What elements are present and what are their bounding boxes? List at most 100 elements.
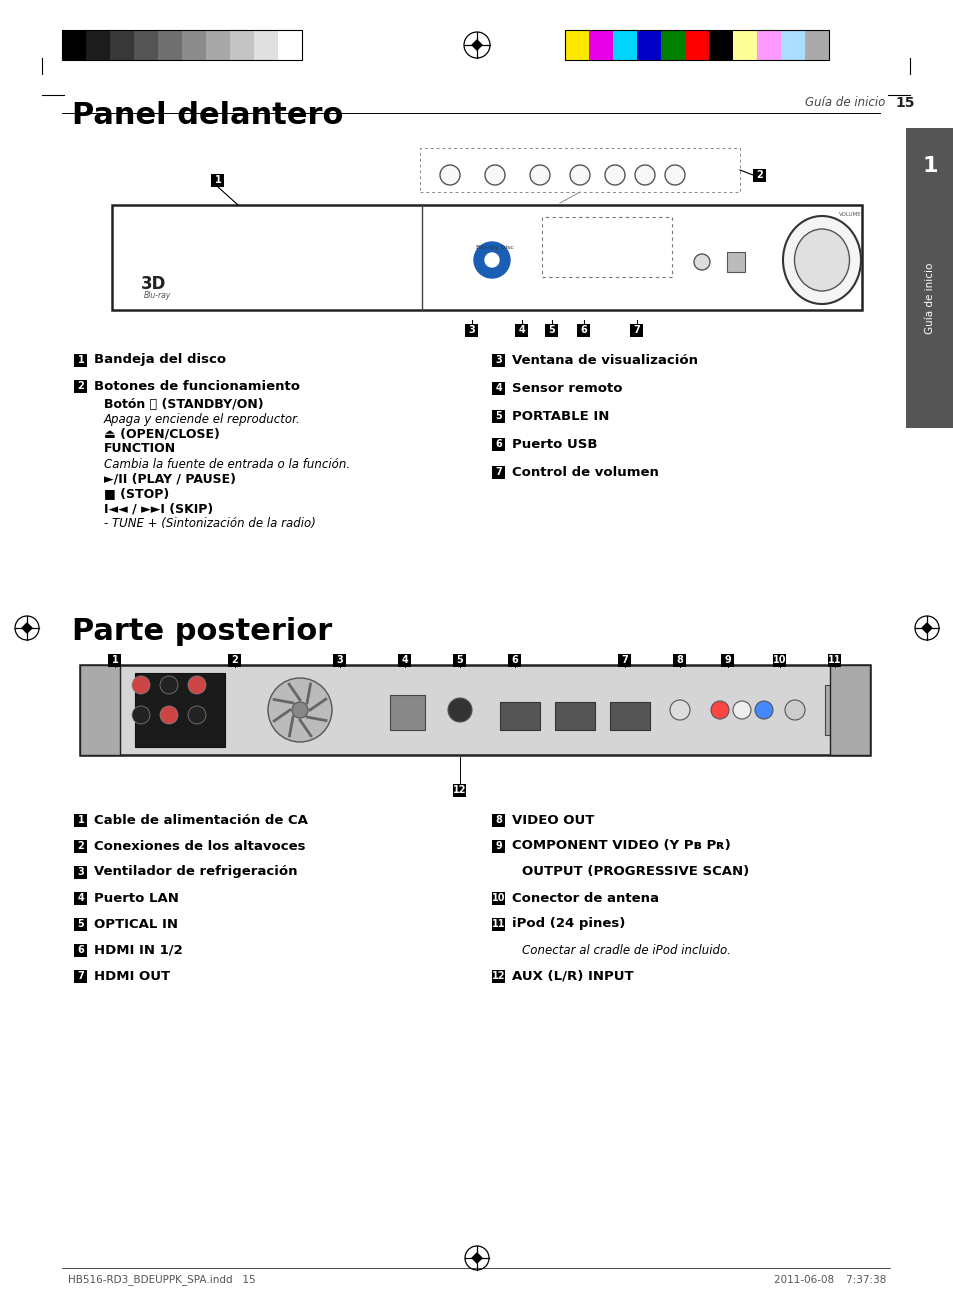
Text: ⏏ (OPEN/CLOSE): ⏏ (OPEN/CLOSE) <box>104 428 219 441</box>
Bar <box>492 410 505 423</box>
Bar <box>453 783 466 796</box>
Text: 9: 9 <box>496 840 502 851</box>
Text: Blu-ray: Blu-ray <box>143 291 171 300</box>
Bar <box>508 654 521 667</box>
Bar <box>74 380 88 393</box>
Bar <box>419 148 740 192</box>
Bar <box>829 665 869 755</box>
Bar <box>74 813 88 826</box>
Text: HDMI IN 1/2: HDMI IN 1/2 <box>94 943 183 956</box>
Bar <box>80 665 869 755</box>
Polygon shape <box>921 623 931 633</box>
Bar <box>492 917 505 930</box>
Ellipse shape <box>794 230 848 291</box>
Text: Cambia la fuente de entrada o la función.: Cambia la fuente de entrada o la función… <box>104 458 350 471</box>
Bar <box>720 654 734 667</box>
Text: Guía de inicio: Guía de inicio <box>804 96 884 109</box>
Bar <box>158 30 182 60</box>
Bar <box>206 30 230 60</box>
Text: COMPONENT VIDEO (Y Pʙ Pʀ): COMPONENT VIDEO (Y Pʙ Pʀ) <box>512 839 730 852</box>
Text: 7: 7 <box>77 971 84 981</box>
Bar <box>827 654 841 667</box>
Text: Ventana de visualización: Ventana de visualización <box>512 354 698 367</box>
Bar <box>492 813 505 826</box>
Circle shape <box>132 676 150 694</box>
Bar <box>499 702 539 730</box>
Circle shape <box>732 700 750 719</box>
Text: HDMI OUT: HDMI OUT <box>94 969 170 983</box>
Bar <box>492 891 505 904</box>
Text: 6: 6 <box>496 438 502 449</box>
Bar <box>334 654 346 667</box>
Text: Puerto USB: Puerto USB <box>512 437 597 450</box>
Text: VOLUME: VOLUME <box>838 211 861 217</box>
Text: PORTABLE IN: PORTABLE IN <box>512 410 609 423</box>
Circle shape <box>693 254 709 270</box>
Bar <box>726 252 744 272</box>
Circle shape <box>530 165 550 185</box>
Bar <box>74 969 88 983</box>
Text: Botones de funcionamiento: Botones de funcionamiento <box>94 380 299 393</box>
Bar <box>112 205 862 310</box>
Bar <box>660 30 684 60</box>
Text: 10: 10 <box>492 894 505 903</box>
Bar <box>708 30 732 60</box>
Bar <box>253 30 277 60</box>
Text: Apaga y enciende el reproductor.: Apaga y enciende el reproductor. <box>104 412 300 425</box>
Bar <box>757 30 781 60</box>
Text: 9: 9 <box>724 655 731 665</box>
Bar <box>492 969 505 983</box>
Polygon shape <box>22 623 32 633</box>
Bar <box>492 839 505 852</box>
Text: 3: 3 <box>496 355 502 364</box>
Text: VIDEO OUT: VIDEO OUT <box>512 813 594 826</box>
Circle shape <box>569 165 589 185</box>
Circle shape <box>292 702 308 719</box>
Bar <box>465 323 478 336</box>
Text: - TUNE + (Sintonización de la radio): - TUNE + (Sintonización de la radio) <box>104 518 315 530</box>
Text: 8: 8 <box>676 655 682 665</box>
Circle shape <box>604 165 624 185</box>
Circle shape <box>132 706 150 724</box>
Bar <box>182 30 206 60</box>
Text: 1: 1 <box>112 655 118 665</box>
Bar <box>515 323 528 336</box>
Text: 4: 4 <box>496 383 502 393</box>
Text: Sensor remoto: Sensor remoto <box>512 381 622 394</box>
Text: 11: 11 <box>827 655 841 665</box>
Bar <box>277 30 302 60</box>
Text: 3: 3 <box>336 655 343 665</box>
Bar <box>230 30 253 60</box>
Bar <box>453 654 466 667</box>
Bar <box>110 30 133 60</box>
Text: Conexiones de los altavoces: Conexiones de los altavoces <box>94 839 305 852</box>
Text: 5: 5 <box>496 411 502 422</box>
Circle shape <box>669 700 689 720</box>
Text: 12: 12 <box>453 785 466 795</box>
Circle shape <box>664 165 684 185</box>
Bar <box>74 943 88 956</box>
Bar <box>564 30 588 60</box>
Text: Blu-ray Disc: Blu-ray Disc <box>476 245 514 250</box>
Circle shape <box>439 165 459 185</box>
Bar <box>618 654 631 667</box>
Bar <box>564 30 828 60</box>
Text: 15: 15 <box>894 96 914 110</box>
Bar <box>905 128 953 428</box>
Circle shape <box>268 678 332 742</box>
Bar <box>555 702 595 730</box>
Bar <box>637 30 660 60</box>
Text: ■ (STOP): ■ (STOP) <box>104 488 169 501</box>
Bar <box>109 654 121 667</box>
Text: 11: 11 <box>492 920 505 929</box>
Bar <box>684 30 708 60</box>
Text: 5: 5 <box>456 655 463 665</box>
Text: OUTPUT (PROGRESSIVE SCAN): OUTPUT (PROGRESSIVE SCAN) <box>521 865 748 878</box>
Text: 1: 1 <box>214 175 221 185</box>
Bar <box>492 437 505 450</box>
Bar <box>212 174 224 187</box>
Circle shape <box>484 165 504 185</box>
Bar <box>577 323 590 336</box>
Text: Puerto LAN: Puerto LAN <box>94 891 179 904</box>
Text: 7: 7 <box>633 326 639 335</box>
